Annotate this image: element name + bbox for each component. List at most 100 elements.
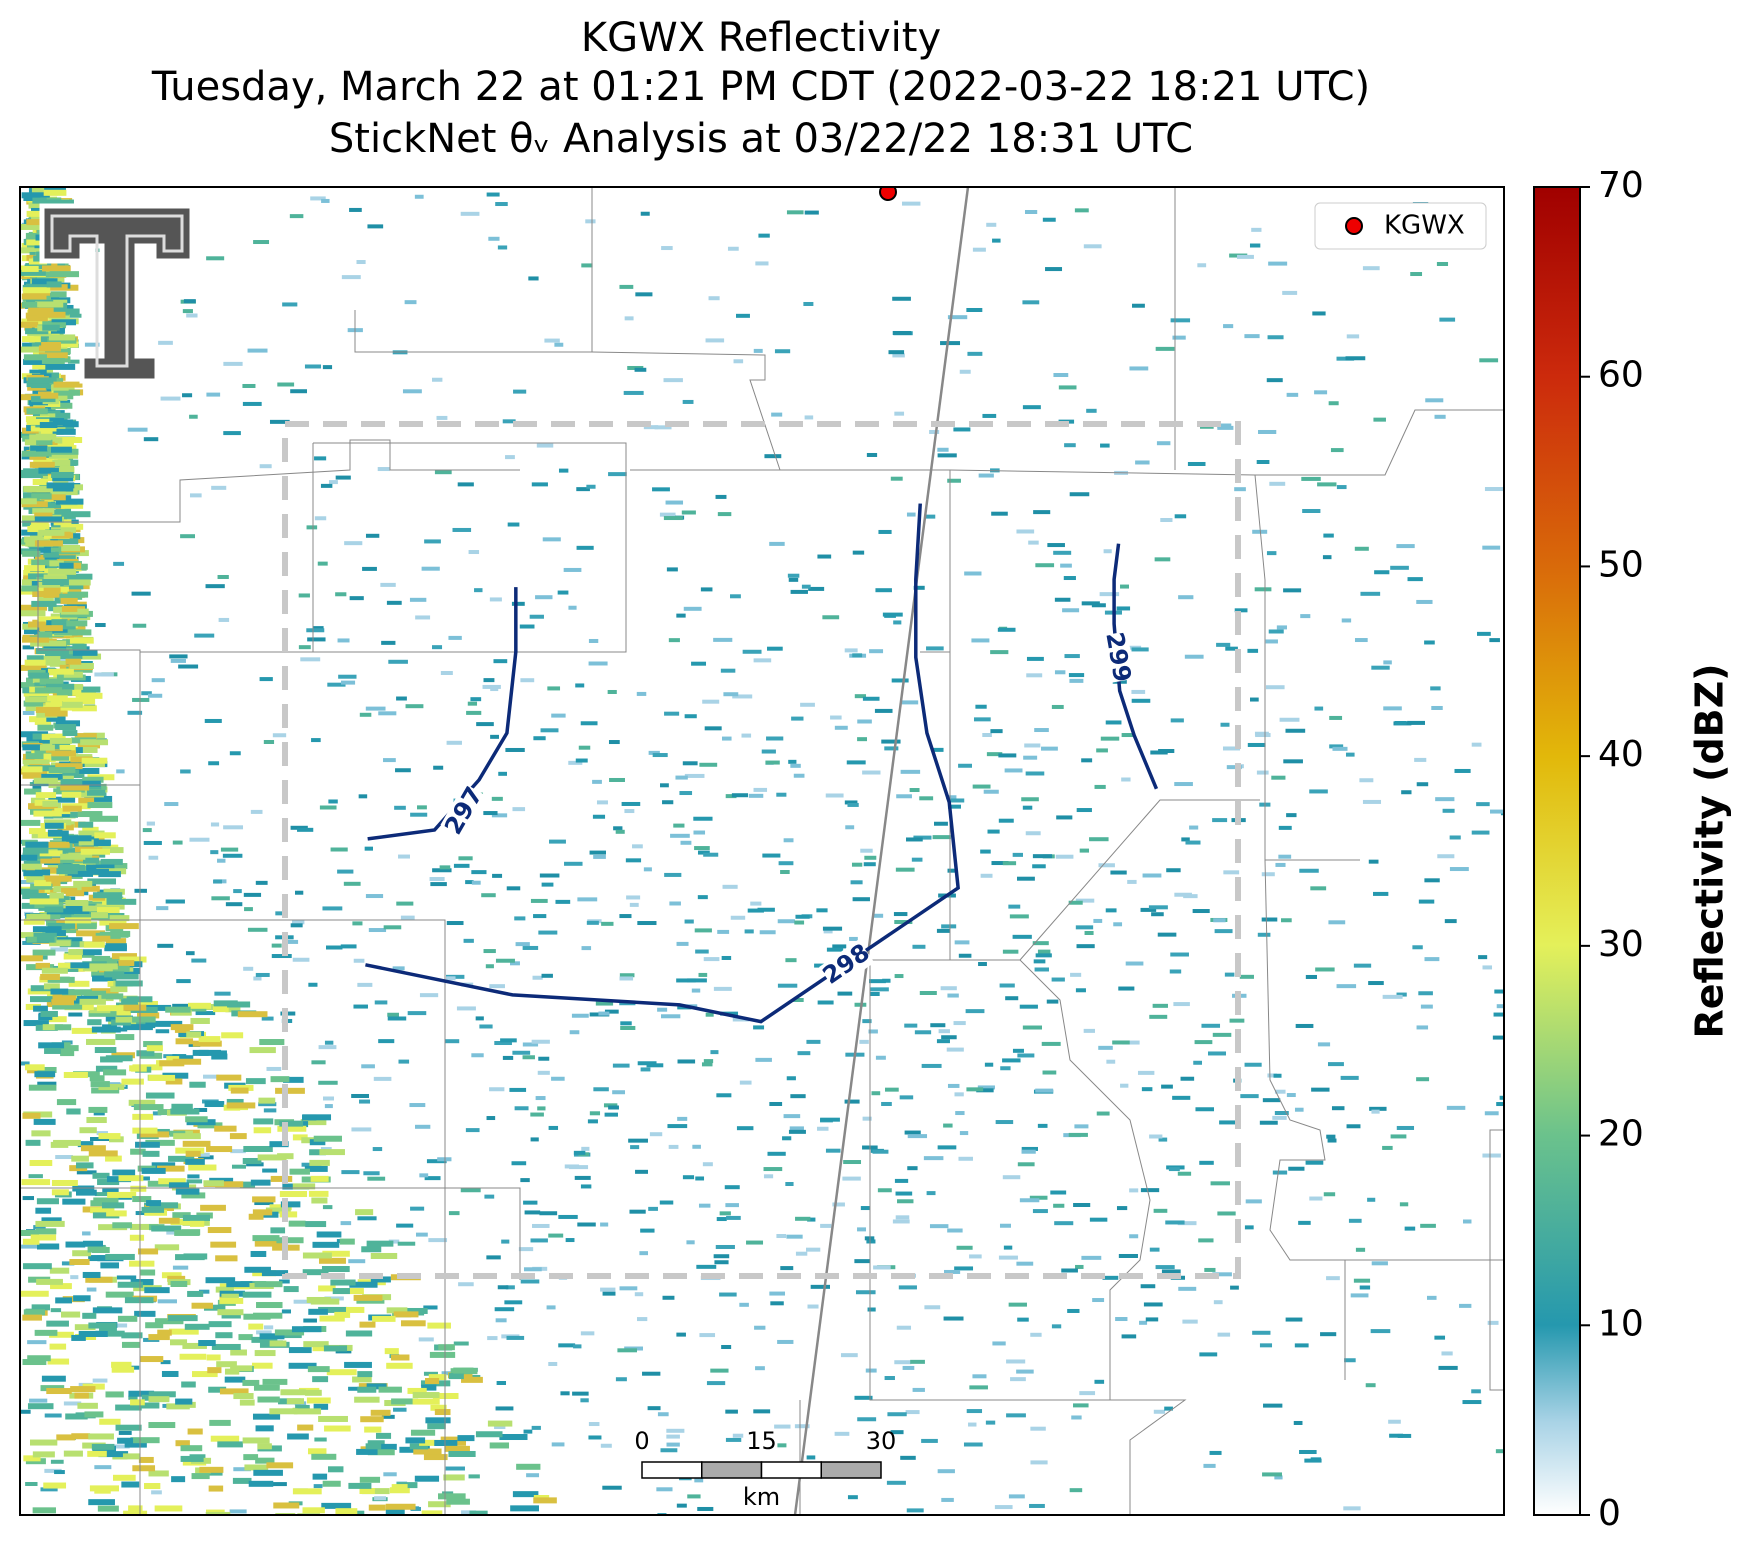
echo-cell <box>72 1185 95 1192</box>
legend: KGWX <box>1314 202 1487 250</box>
echo-cell <box>1220 722 1230 727</box>
echo-cell <box>182 1214 210 1221</box>
echo-cell <box>1012 934 1032 939</box>
echo-cell <box>128 1395 138 1400</box>
county-line <box>354 187 593 353</box>
echo-cell <box>249 1047 276 1054</box>
echo-cell <box>452 527 472 532</box>
echo-cell <box>295 890 304 895</box>
echo-cell <box>1009 914 1029 919</box>
echo-cell <box>446 740 462 745</box>
echo-cell <box>530 1137 539 1142</box>
echo-cell <box>1129 366 1149 371</box>
echo-cell <box>306 628 325 633</box>
echo-cell <box>577 1222 596 1227</box>
echo-cell <box>83 1240 104 1247</box>
echo-cell <box>715 1244 735 1249</box>
echo-cell <box>263 1325 274 1330</box>
echo-cell <box>1032 854 1053 859</box>
echo-cell <box>171 1476 186 1483</box>
echo-cell <box>132 1127 158 1134</box>
echo-cell <box>105 1253 135 1260</box>
echo-cell <box>1184 654 1204 659</box>
echo-cell <box>852 653 863 658</box>
echo-cell <box>24 788 42 795</box>
echo-cell <box>132 697 150 702</box>
echo-cell <box>947 1083 960 1088</box>
echo-cell <box>25 328 49 335</box>
echo-cell <box>349 1281 378 1288</box>
echo-cell <box>625 858 642 863</box>
echo-cell <box>112 1474 136 1481</box>
echo-cell <box>20 819 41 826</box>
echo-cell <box>716 1217 727 1222</box>
echo-cell <box>32 785 42 790</box>
echo-cell <box>20 932 43 939</box>
echo-cell <box>1383 706 1402 711</box>
echo-cell <box>1094 1379 1105 1384</box>
echo-cell <box>544 338 560 343</box>
echo-cell <box>46 482 75 489</box>
echo-cell <box>410 812 428 817</box>
echo-cell <box>67 313 82 318</box>
echo-cell <box>514 916 526 921</box>
echo-cell <box>755 261 769 266</box>
echo-cell <box>1425 398 1444 403</box>
echo-cell <box>845 825 855 830</box>
scale-tick-label: 15 <box>746 1427 777 1455</box>
echo-cell <box>65 899 89 906</box>
echo-cell <box>1217 1332 1231 1337</box>
echo-cell <box>852 897 870 902</box>
echo-cell <box>139 1356 164 1363</box>
echo-cell <box>92 1212 120 1219</box>
echo-cell <box>139 1131 170 1138</box>
echo-cell <box>648 750 660 755</box>
echo-cell <box>864 855 877 860</box>
echo-cell <box>973 717 991 722</box>
echo-cell <box>491 796 503 801</box>
echo-cell <box>226 1098 244 1105</box>
echo-cell <box>592 814 606 819</box>
echo-cell <box>49 1331 74 1338</box>
echo-cell <box>353 1294 383 1301</box>
echo-cell <box>37 502 67 509</box>
echo-cell <box>573 1150 586 1155</box>
echo-cell <box>991 511 1008 516</box>
echo-cell <box>488 236 500 241</box>
echo-cell <box>86 1287 97 1292</box>
echo-cell <box>699 1333 716 1338</box>
county-line <box>591 351 781 471</box>
echo-cell <box>978 473 994 478</box>
echo-cell <box>21 902 45 909</box>
echo-cell <box>1294 1343 1309 1348</box>
echo-cell <box>758 233 770 238</box>
echo-cell <box>413 1448 442 1455</box>
echo-cell <box>1070 972 1082 977</box>
echo-cell <box>386 1362 413 1369</box>
echo-cell <box>947 798 965 803</box>
echo-cell <box>668 638 680 643</box>
echo-cell <box>1017 1317 1029 1322</box>
echo-cell <box>1024 209 1038 214</box>
echo-cell <box>1494 989 1504 994</box>
echo-cell <box>334 1311 351 1318</box>
echo-cell <box>302 1114 332 1121</box>
echo-cell <box>533 736 546 741</box>
echo-cell <box>288 1347 312 1354</box>
echo-cell <box>419 993 439 998</box>
echo-cell <box>448 1211 460 1216</box>
echo-cell <box>131 591 151 596</box>
echo-cell <box>898 1285 917 1290</box>
echo-cell <box>1369 1106 1387 1111</box>
echo-cell <box>32 363 57 370</box>
echo-cell <box>1149 1014 1168 1019</box>
analysis-domain <box>282 421 1241 1279</box>
echo-cell <box>1022 1025 1043 1030</box>
echo-cell <box>1140 1188 1160 1193</box>
echo-cell <box>154 1020 183 1027</box>
echo-cell <box>38 529 65 536</box>
echo-cell <box>39 850 63 857</box>
echo-cell <box>243 892 262 897</box>
echo-cell <box>219 1388 249 1395</box>
echo-cell <box>1008 1494 1025 1499</box>
